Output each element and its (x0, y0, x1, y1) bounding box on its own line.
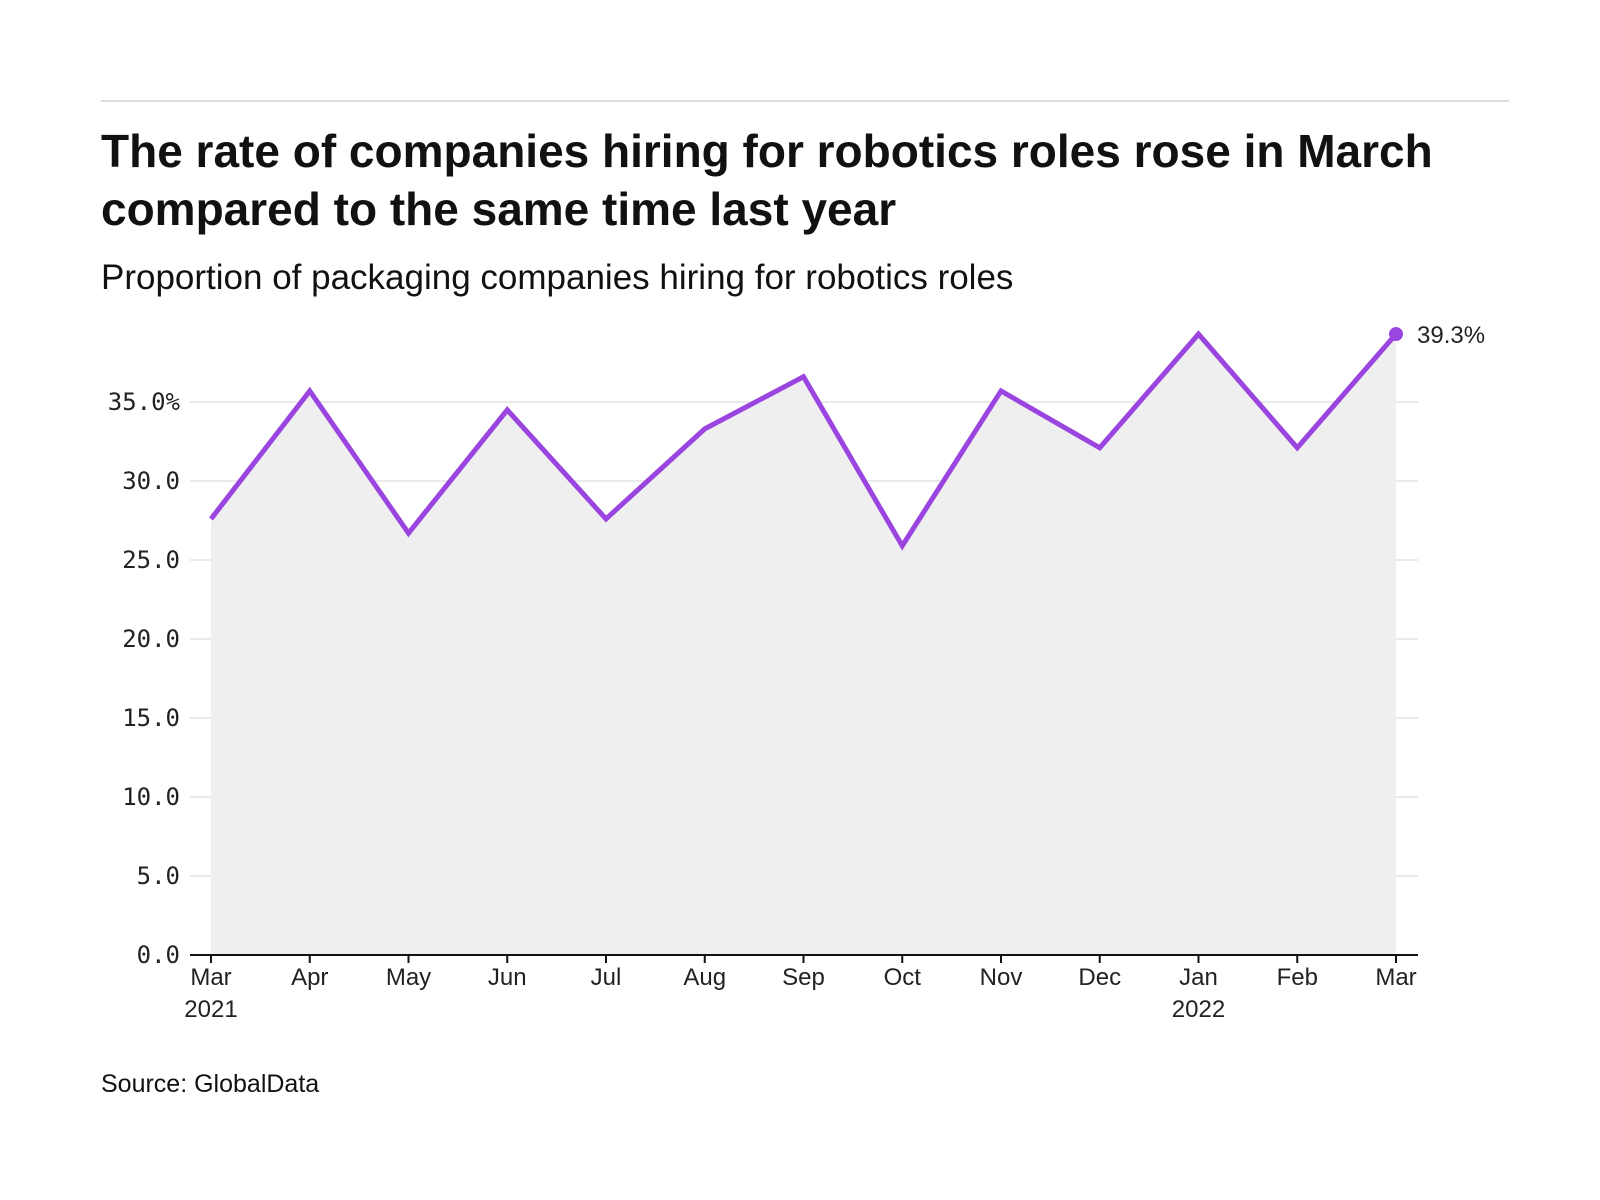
series-line (209, 330, 1398, 551)
x-tick-label: Apr (291, 964, 328, 991)
chart-subtitle: Proportion of packaging companies hiring… (101, 258, 1014, 297)
end-value-label: 39.3% (1417, 322, 1485, 349)
area-fill-layer (211, 334, 1396, 955)
chart-title: The rate of companies hiring for robotic… (101, 125, 1433, 235)
y-tick-label: 0.0 (137, 941, 180, 969)
end-point-marker (1389, 327, 1403, 342)
y-tick-label: 30.0 (122, 467, 180, 495)
x-tick-label: Mar (190, 964, 231, 991)
area-fill (211, 334, 1396, 955)
axes (190, 954, 1418, 963)
y-tick-label: 15.0 (122, 704, 180, 732)
y-tick-label: 20.0 (122, 625, 180, 653)
x-tick-label: Feb (1277, 964, 1318, 991)
x-tick-label: Sep (782, 964, 825, 991)
y-tick-label: 25.0 (122, 546, 180, 574)
x-tick-year-label: 2021 (184, 996, 237, 1023)
top-divider (101, 100, 1509, 102)
series-line-layer (209, 327, 1403, 551)
x-tick-label: Oct (884, 964, 922, 991)
x-tick-label: Jul (591, 964, 622, 991)
x-tick-label: Nov (980, 964, 1023, 991)
tick-labels: 0.0 5.0 10.0 15.0 20.0 25.0 30.0 35.0% Mar 2021 Ap… (108, 322, 1485, 1023)
x-tick-label: May (386, 964, 431, 991)
source-note: Source: GlobalData (101, 1070, 320, 1098)
x-tick-label: Aug (683, 964, 726, 991)
x-tick-year-label: 2022 (1172, 996, 1225, 1023)
y-tick-label: 10.0 (122, 783, 180, 811)
y-tick-label: 35.0% (108, 388, 181, 416)
x-tick-label: Mar (1375, 964, 1416, 991)
x-tick-label: Jan (1179, 964, 1218, 991)
x-tick-label: Dec (1078, 964, 1121, 991)
y-tick-label: 5.0 (137, 862, 180, 890)
x-tick-label: Jun (488, 964, 527, 991)
